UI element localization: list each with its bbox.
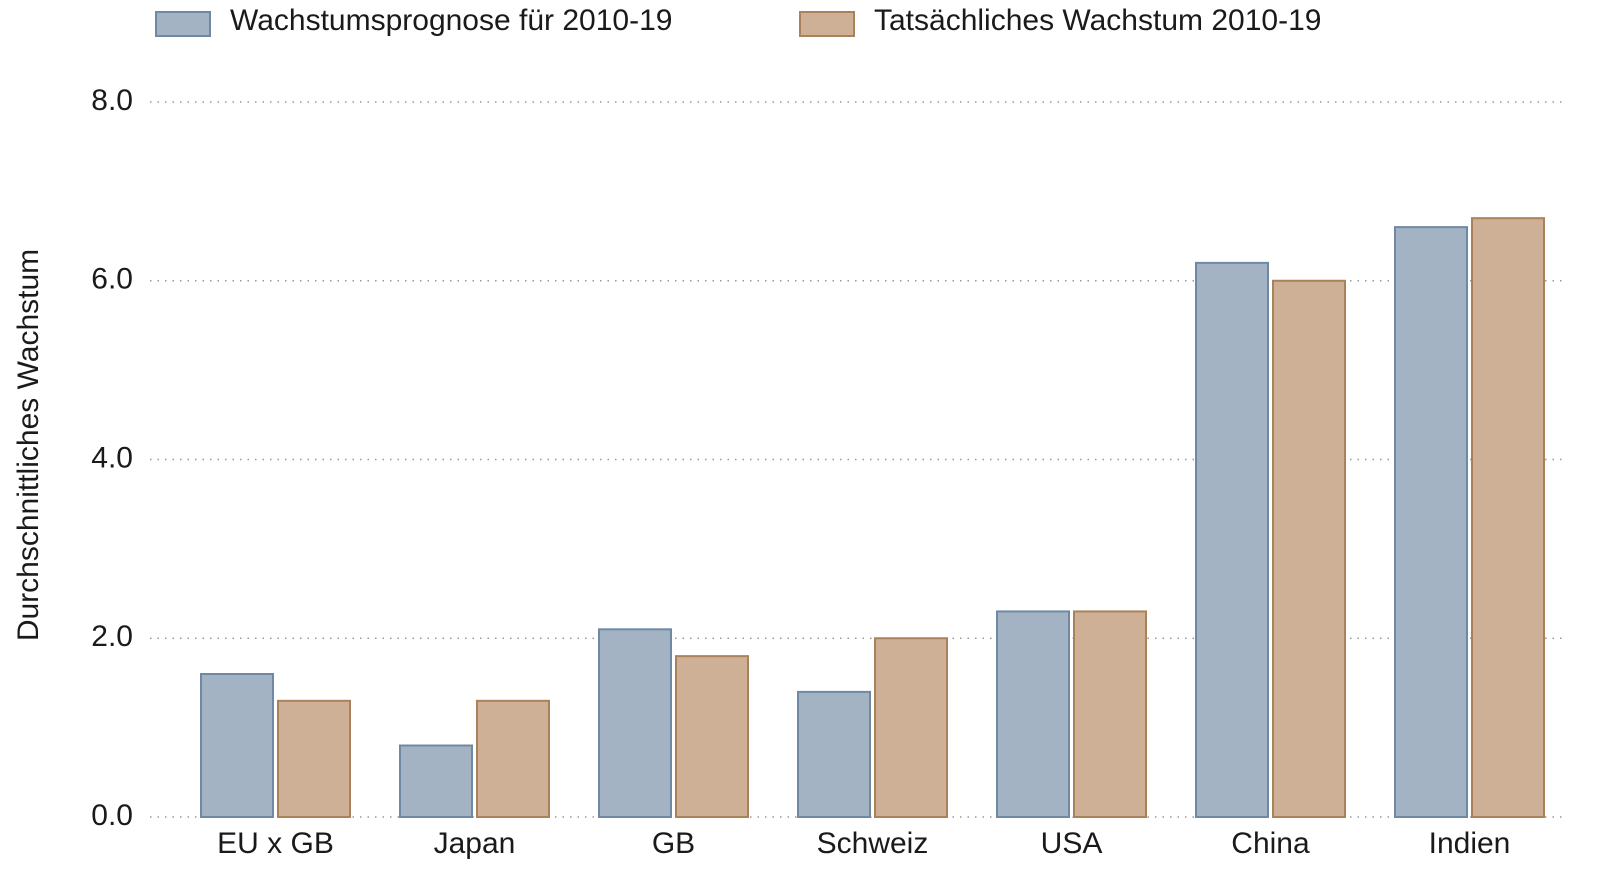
legend-label: Wachstumsprognose für 2010-19 [230, 4, 672, 37]
bar [874, 637, 948, 818]
bar [476, 699, 550, 818]
y-tick-label: 4.0 [91, 441, 133, 474]
y-tick-label: 2.0 [91, 620, 133, 653]
y-axis-title: Durchschnittliches Wachstum [12, 249, 45, 641]
bar [675, 655, 749, 818]
bar [1471, 217, 1545, 818]
y-tick-label: 0.0 [91, 799, 133, 832]
bar [200, 673, 274, 818]
x-tick-label: Indien [1429, 827, 1511, 860]
bar [277, 699, 351, 818]
bar [797, 690, 871, 818]
bar [1394, 226, 1468, 818]
x-tick-label: USA [1041, 827, 1103, 860]
bar [1073, 610, 1147, 818]
bar [996, 610, 1070, 818]
legend-label: Tatsächliches Wachstum 2010-19 [874, 4, 1321, 37]
x-tick-label: Japan [434, 827, 516, 860]
y-tick-label: 6.0 [91, 263, 133, 296]
bar [1272, 279, 1346, 818]
bar [1195, 261, 1269, 818]
legend-swatch [155, 11, 211, 37]
bar [598, 628, 672, 818]
x-tick-label: GB [652, 827, 695, 860]
x-tick-label: China [1231, 827, 1310, 860]
bar [399, 744, 473, 818]
x-tick-label: Schweiz [817, 827, 929, 860]
legend-swatch [799, 11, 855, 37]
y-tick-label: 8.0 [91, 84, 133, 117]
x-tick-label: EU x GB [217, 827, 334, 860]
